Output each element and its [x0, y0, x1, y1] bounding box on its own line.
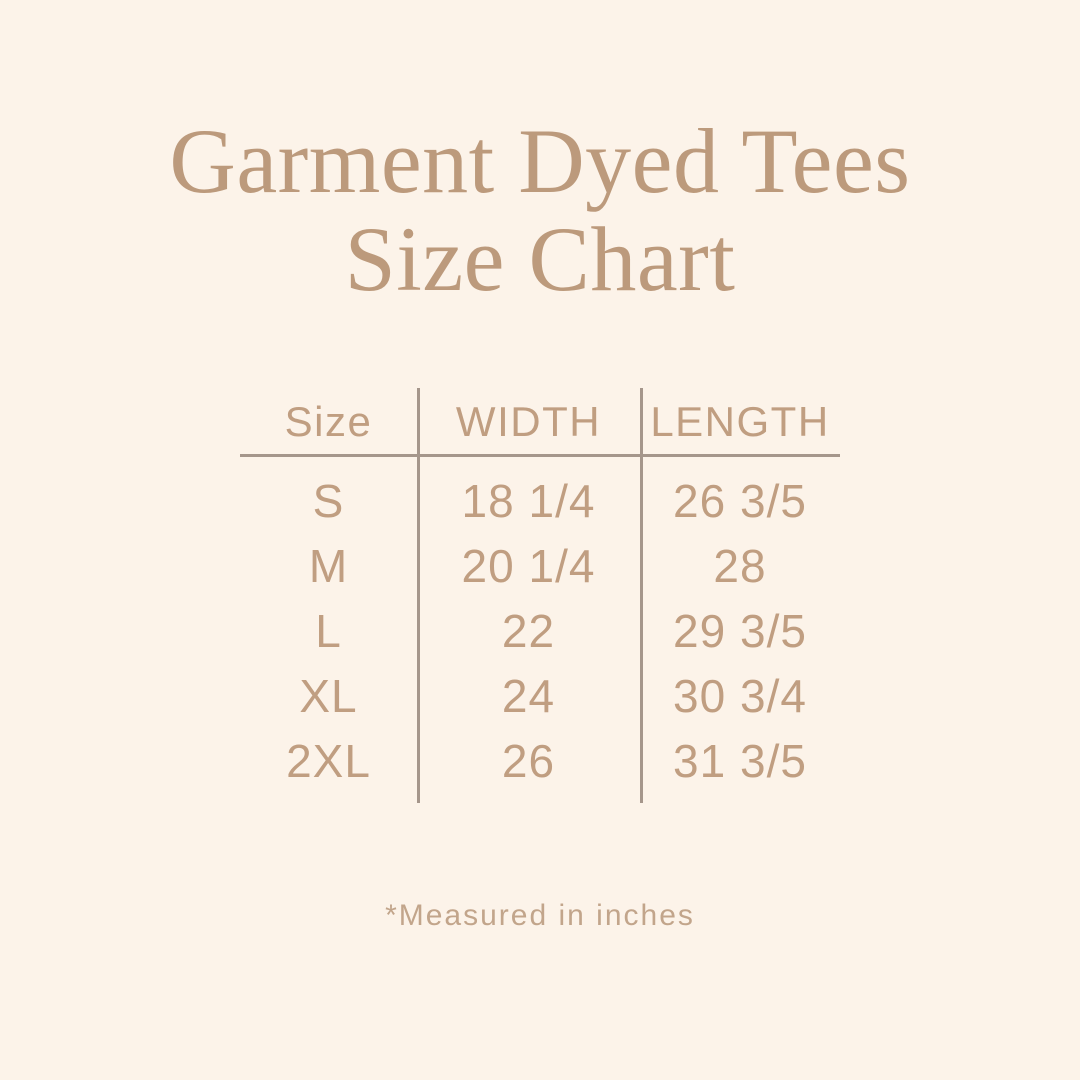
table-divider-vertical-2 — [640, 388, 643, 803]
table-divider-vertical-1 — [417, 388, 420, 803]
column-header-length: LENGTH — [650, 397, 830, 445]
size-cell: S — [312, 474, 345, 527]
width-cell: 24 — [501, 669, 556, 722]
page-title: Garment Dyed Tees Size Chart — [0, 112, 1080, 308]
width-cell: 18 1/4 — [461, 474, 596, 527]
length-cell: 28 — [713, 539, 767, 592]
width-cell: 26 — [501, 734, 556, 787]
size-cell: L — [315, 604, 342, 657]
page-title-line2: Size Chart — [344, 208, 736, 310]
table-grid: Size WIDTH LENGTH S 18 1/4 26 3/5 M 20 1… — [240, 388, 840, 793]
size-cell: M — [308, 539, 349, 592]
page-title-line1: Garment Dyed Tees — [169, 110, 911, 212]
column-header-size: Size — [284, 397, 373, 445]
length-cell: 29 3/5 — [673, 604, 807, 657]
length-cell: 30 3/4 — [673, 669, 807, 722]
size-cell: XL — [299, 669, 358, 722]
width-cell: 20 1/4 — [461, 539, 596, 592]
length-cell: 26 3/5 — [673, 474, 807, 527]
measurement-footnote: *Measured in inches — [385, 899, 695, 932]
size-cell: 2XL — [286, 734, 371, 787]
width-cell: 22 — [501, 604, 556, 657]
header-body-spacer — [240, 455, 840, 468]
column-header-width: WIDTH — [455, 397, 602, 445]
size-chart-table: Size WIDTH LENGTH S 18 1/4 26 3/5 M 20 1… — [240, 388, 840, 803]
table-header-rule — [240, 454, 840, 457]
length-cell: 31 3/5 — [673, 734, 807, 787]
